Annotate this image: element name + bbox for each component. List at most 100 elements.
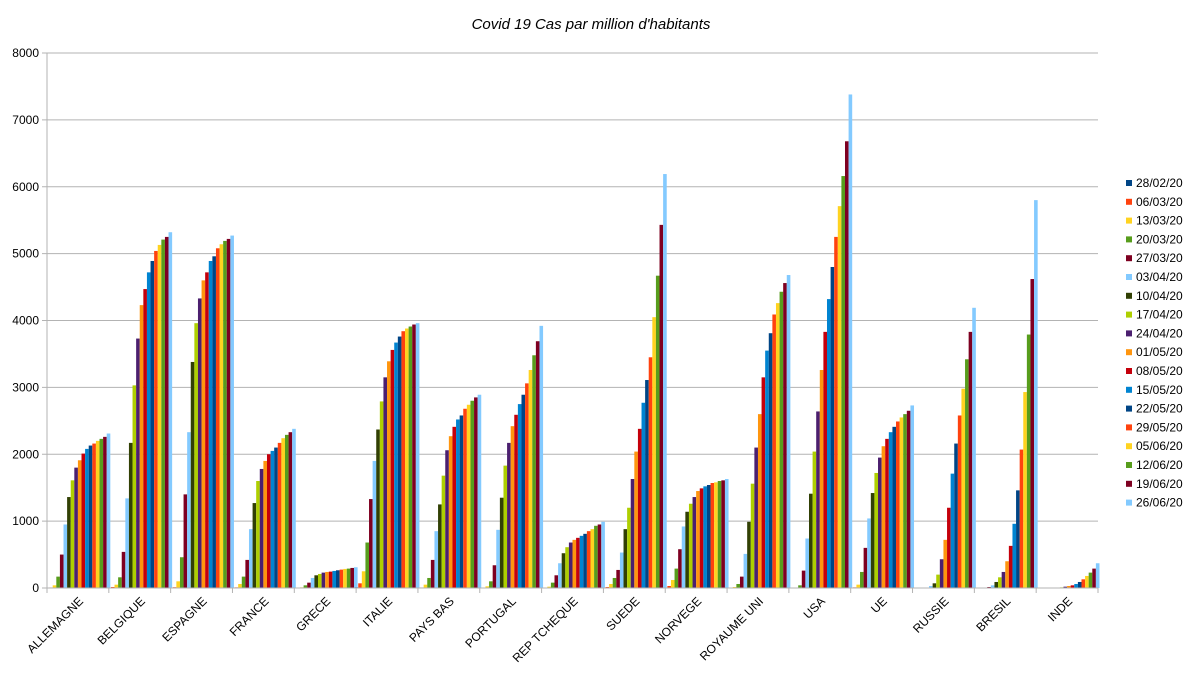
- legend-swatch: [1126, 424, 1132, 431]
- bar: [972, 307, 976, 588]
- bar: [1019, 449, 1024, 588]
- bar: [110, 586, 115, 588]
- legend-swatch: [1126, 311, 1132, 318]
- bar: [561, 553, 566, 588]
- bar: [369, 499, 373, 588]
- bar: [1074, 583, 1078, 588]
- y-tick-label: 7000: [12, 113, 39, 127]
- bar: [678, 549, 682, 588]
- bar: [146, 272, 151, 588]
- bar: [310, 577, 315, 588]
- bar: [645, 380, 649, 588]
- bar: [248, 529, 253, 588]
- bar: [663, 174, 667, 588]
- bar: [706, 485, 711, 588]
- x-category-label: NORVEGE: [652, 594, 704, 646]
- bar: [438, 504, 442, 588]
- bar: [579, 535, 584, 588]
- bar: [121, 551, 126, 588]
- legend-label: 03/04/20: [1136, 270, 1183, 284]
- bar: [230, 235, 234, 588]
- bar: [1008, 545, 1013, 588]
- legend-label: 13/03/20: [1136, 214, 1183, 228]
- bar: [732, 586, 737, 588]
- bar: [176, 581, 180, 588]
- bar: [768, 333, 773, 588]
- bar: [1067, 585, 1071, 588]
- legend-label: 01/05/20: [1136, 345, 1183, 359]
- bar: [238, 583, 242, 588]
- bar: [336, 570, 340, 588]
- bar: [860, 571, 864, 588]
- bar: [885, 438, 889, 588]
- y-tick-label: 4000: [12, 314, 39, 328]
- bar: [492, 565, 497, 588]
- bar: [307, 582, 311, 588]
- bar: [830, 267, 835, 588]
- bar: [881, 446, 886, 588]
- bar: [932, 583, 937, 588]
- bar: [612, 577, 617, 588]
- bar: [284, 434, 289, 588]
- bar: [456, 419, 460, 588]
- bar: [765, 350, 769, 588]
- x-category-label: REP TCHEQUE: [510, 594, 581, 665]
- bar: [270, 450, 275, 588]
- bar: [1012, 523, 1017, 588]
- bar: [521, 394, 526, 588]
- bars: [49, 94, 1100, 589]
- bar: [1030, 279, 1035, 588]
- bar: [775, 303, 780, 588]
- bar: [801, 570, 806, 588]
- bar: [358, 583, 362, 588]
- bar: [74, 467, 78, 588]
- bar: [139, 305, 144, 588]
- bar: [383, 377, 388, 588]
- bar: [350, 567, 355, 588]
- bar: [874, 472, 879, 588]
- y-tick-label: 0: [32, 581, 39, 595]
- bar: [187, 432, 191, 588]
- bar: [841, 176, 845, 589]
- bar: [961, 388, 966, 588]
- bar: [448, 436, 453, 588]
- bar: [721, 480, 725, 588]
- x-category-label: ALLEMAGNE: [24, 594, 86, 656]
- legend-label: 22/05/20: [1136, 402, 1183, 416]
- bar: [59, 554, 64, 588]
- bar: [499, 497, 504, 588]
- bar: [164, 236, 169, 588]
- bar: [510, 426, 515, 588]
- bar: [990, 585, 995, 588]
- bar: [496, 529, 500, 588]
- bar: [241, 576, 246, 588]
- bar: [724, 478, 729, 588]
- bar: [245, 559, 249, 588]
- bar: [277, 442, 282, 588]
- bar: [459, 415, 464, 588]
- bar: [445, 450, 449, 588]
- bar: [641, 402, 646, 588]
- bar: [219, 244, 224, 588]
- bar: [710, 483, 715, 588]
- bar: [717, 481, 722, 588]
- bar: [70, 480, 75, 588]
- bar: [390, 349, 395, 588]
- bar: [590, 529, 595, 588]
- bar: [565, 547, 569, 588]
- bar: [750, 483, 755, 588]
- bar: [1077, 581, 1082, 588]
- bar: [288, 432, 293, 588]
- bar: [816, 411, 820, 588]
- bar: [226, 238, 231, 588]
- bar: [550, 582, 555, 588]
- legend-label: 06/03/20: [1136, 195, 1183, 209]
- y-tick-label: 2000: [12, 447, 39, 461]
- bar: [1023, 392, 1027, 588]
- bar: [950, 473, 955, 588]
- bar: [554, 575, 559, 588]
- bar: [405, 328, 409, 588]
- bar: [586, 531, 591, 588]
- bar: [354, 567, 358, 588]
- bar: [739, 576, 744, 588]
